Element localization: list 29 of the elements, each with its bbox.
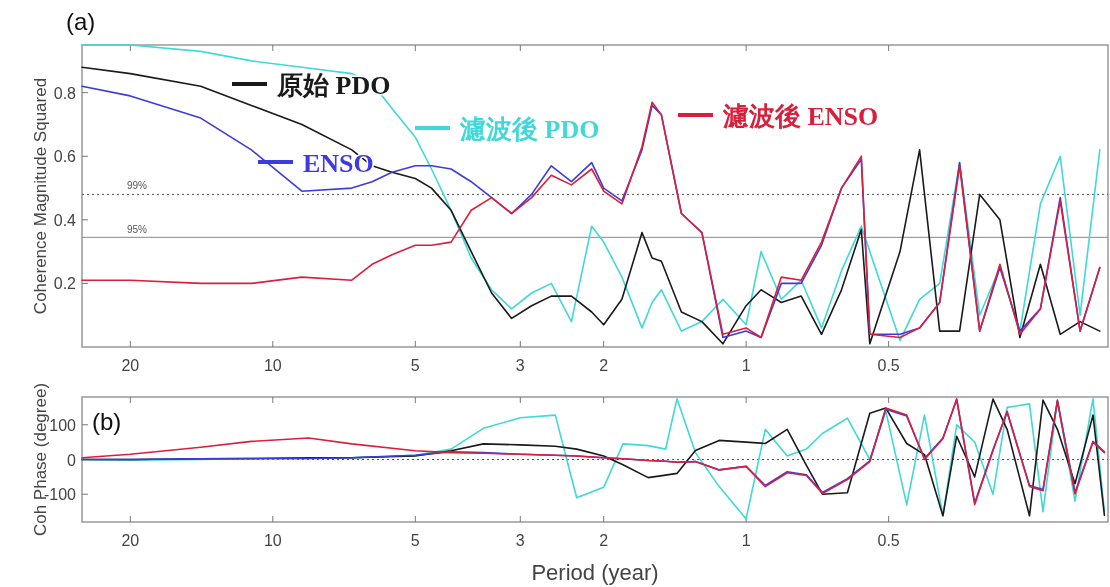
annotation: (b) [92,408,122,435]
legend-label: ENSO [303,149,374,178]
x-tick-label: 20 [121,357,140,374]
x-tick-label: 10 [263,532,282,549]
annotation: 95% [127,224,148,235]
x-tick-label: 20 [121,532,140,549]
x-tick-label: 2 [599,357,609,374]
x-tick-label: 3 [515,357,525,374]
x-tick-label: 1 [741,357,751,374]
y-tick-label: 0.2 [53,275,77,293]
x-tick-label: 1 [741,532,751,549]
y-tick-label: 100 [49,416,77,434]
y-tick-label: 0.6 [53,148,77,166]
annotation: 99% [127,180,148,191]
x-tick-label: 3 [515,532,525,549]
x-tick-label: 5 [410,532,420,549]
x-tick-label: 0.5 [877,532,900,549]
x-tick-label: 10 [263,357,282,374]
x-tick-label: 5 [410,357,420,374]
x-tick-label: 0.5 [877,357,900,374]
text: (a) [66,8,96,35]
x-axis-title: Period (year) [531,560,659,585]
legend-label: 濾波後 PDO [459,115,600,144]
y-tick-label: 0 [67,451,77,469]
x-tick-label: 2 [599,532,609,549]
y-tick-label: 0.8 [53,84,77,102]
y-axis-title: Coherence Magnitude Squared [31,77,50,315]
y-tick-label: 0.4 [53,211,77,229]
legend-label: 濾波後 ENSO [722,102,879,131]
